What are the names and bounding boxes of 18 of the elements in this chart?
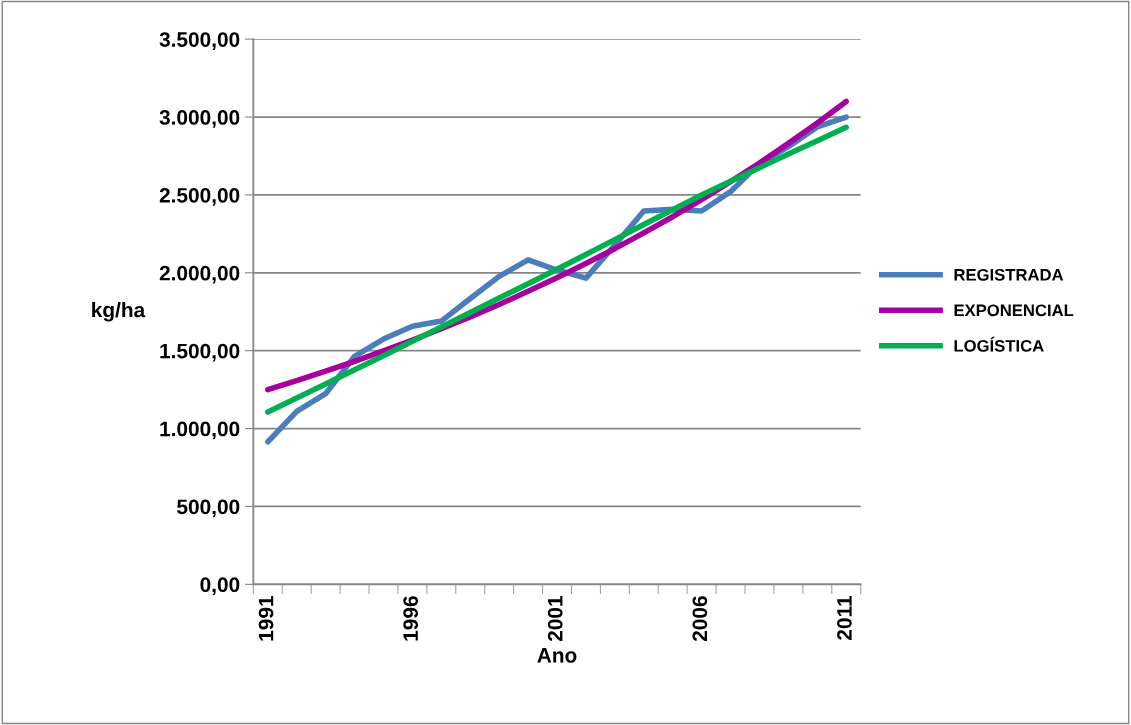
- x-tick-label: 2006: [692, 596, 708, 642]
- x-tick-label: 1996: [403, 596, 418, 641]
- y-tick-label: 2.500,00: [159, 187, 240, 206]
- y-tick-label: 1.000,00: [160, 421, 240, 440]
- y-axis-title: kg/ha: [92, 301, 146, 322]
- x-tick-label: 2001: [547, 596, 563, 642]
- y-tick-label: 0,00: [200, 577, 240, 596]
- y-tick-label: 500,00: [177, 499, 240, 518]
- legend-label: LOGÍSTICA: [954, 336, 1044, 352]
- y-tick-label: 3.000,00: [159, 110, 240, 128]
- y-tick-label: 3.500,00: [159, 32, 240, 50]
- y-tick-label: 1.500,00: [160, 343, 240, 362]
- x-tick-label: 2011: [837, 596, 852, 640]
- y-tick-label: 2.000,00: [159, 265, 240, 284]
- legend-label: EXPONENCIAL: [954, 304, 1074, 317]
- x-tick-label: 1991: [258, 596, 274, 641]
- legend-label: REGISTRADA: [954, 268, 1064, 281]
- x-axis-title: Ano: [537, 648, 577, 663]
